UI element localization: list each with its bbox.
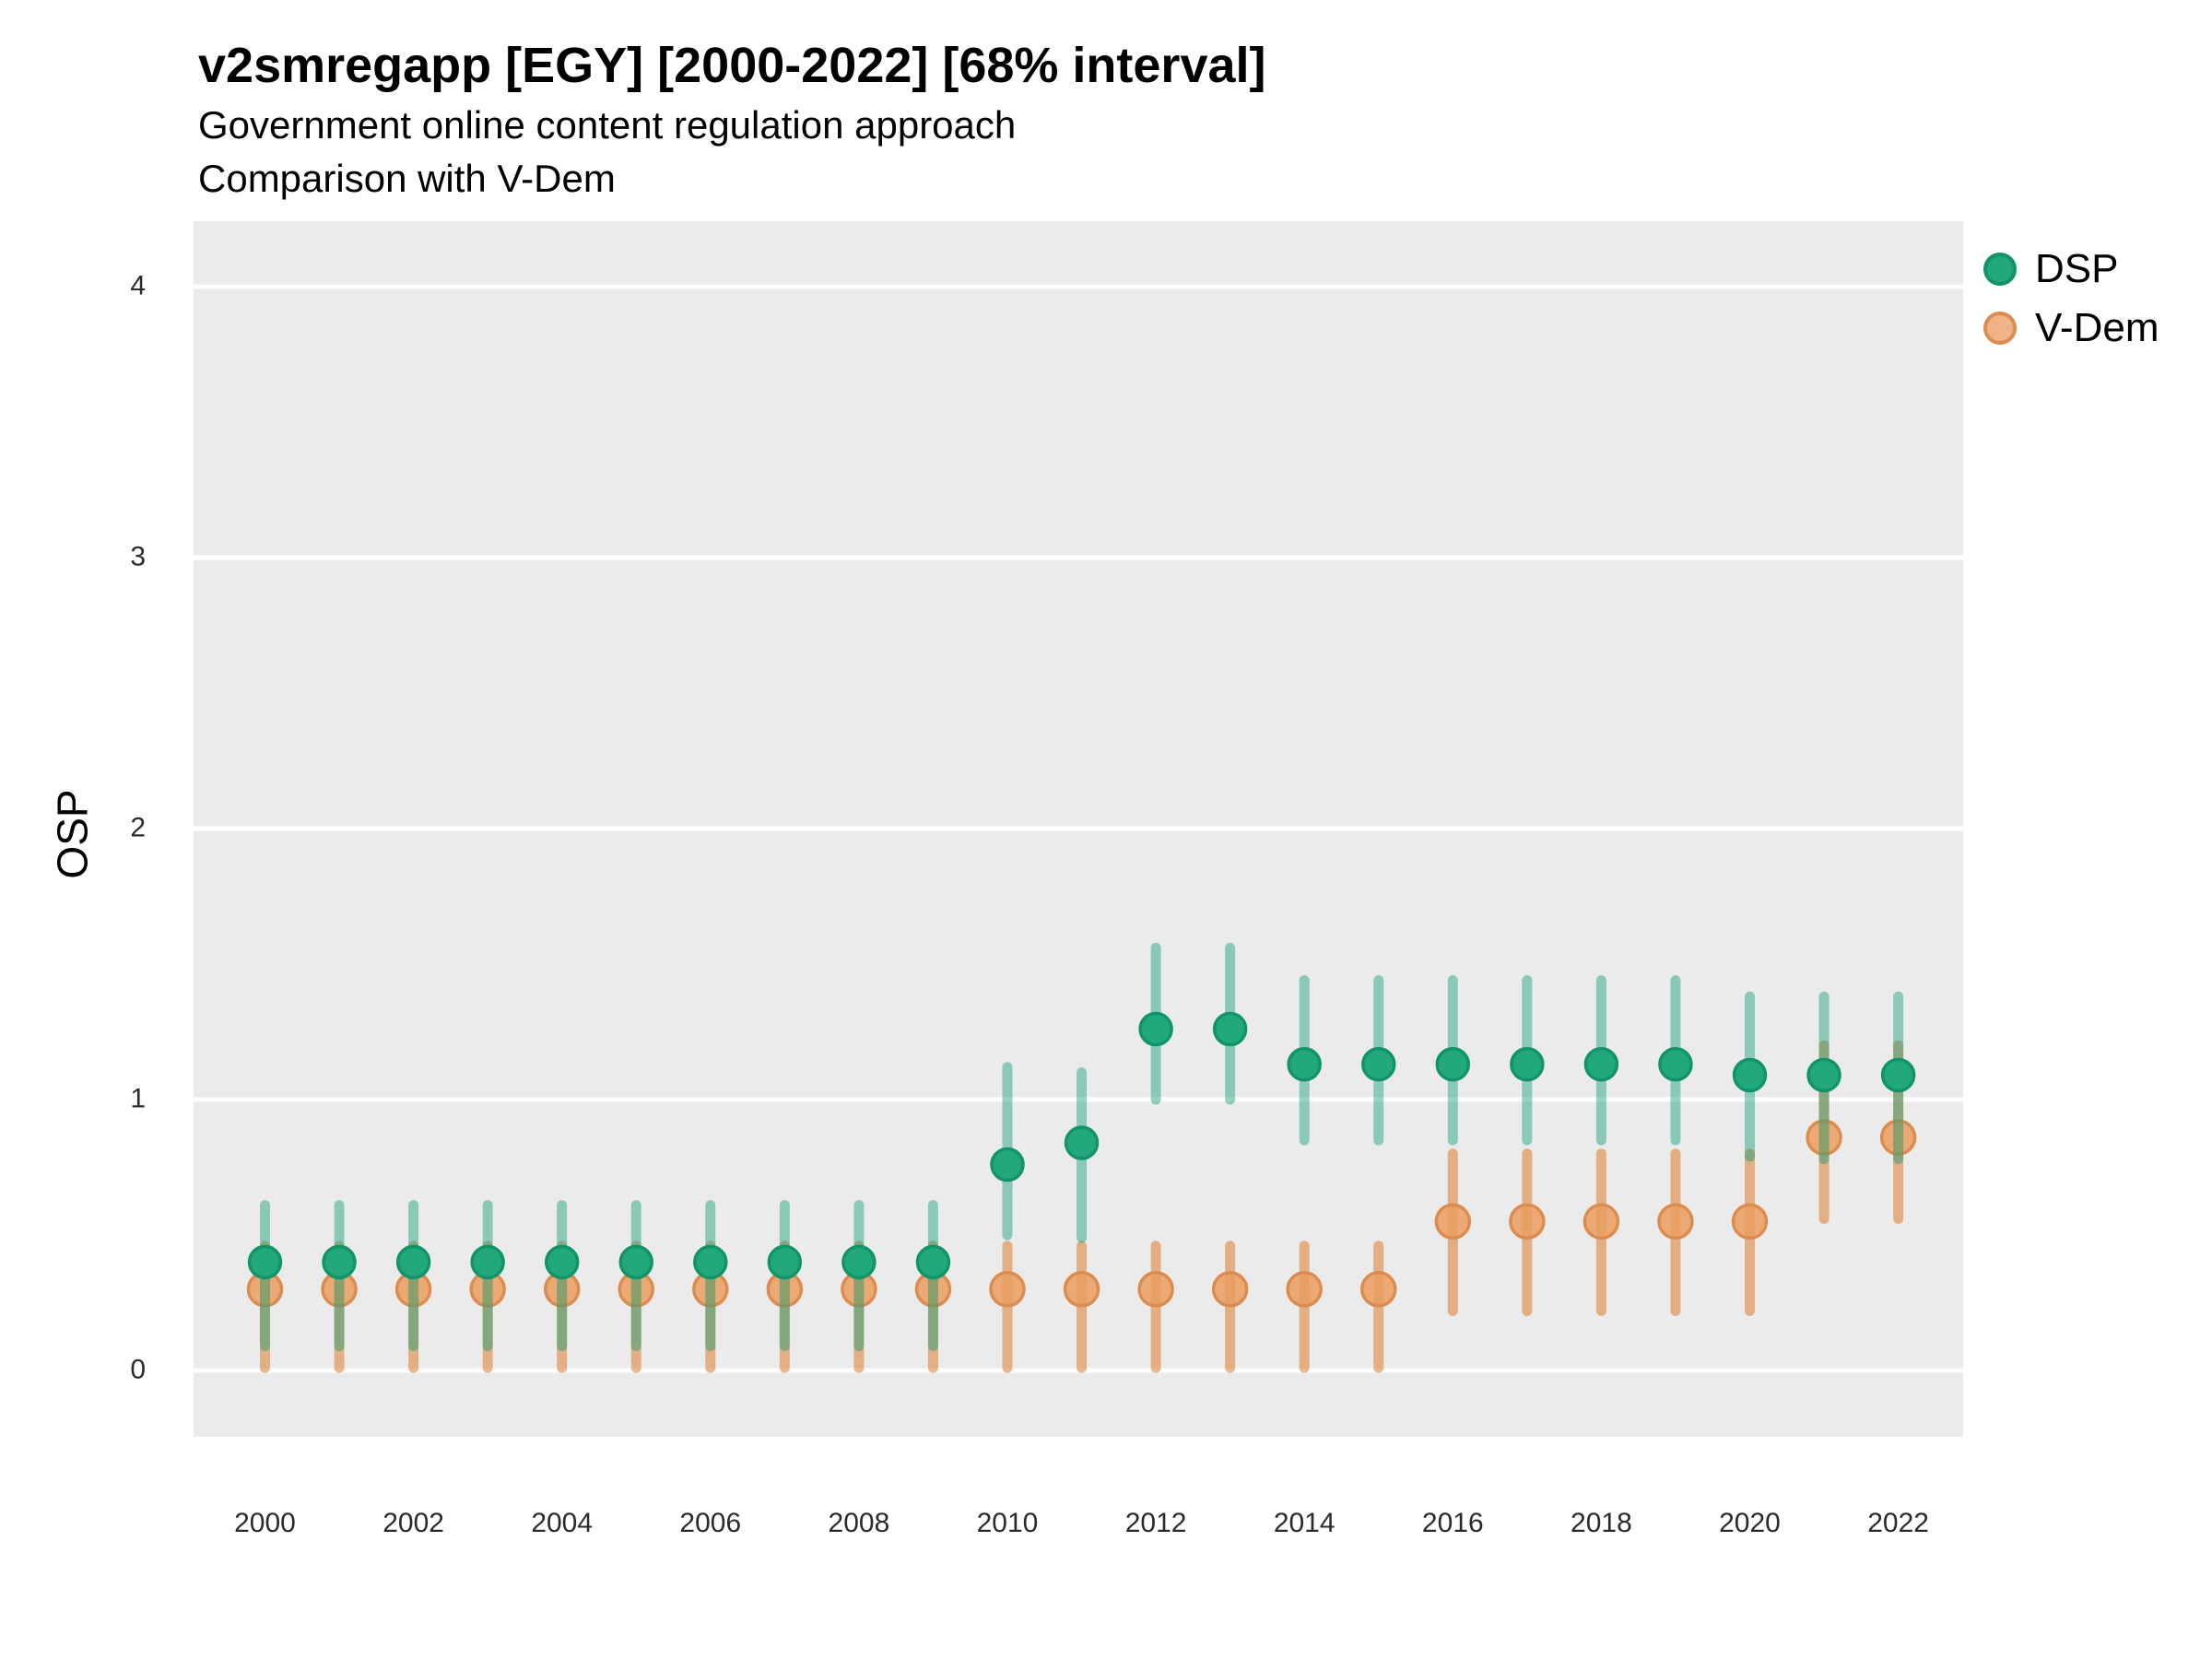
x-tick-label-2006: 2006 — [679, 1508, 742, 1538]
x-tick-label-2016: 2016 — [1421, 1508, 1484, 1538]
dsp-point — [1806, 1057, 1841, 1093]
dsp-point — [247, 1244, 283, 1280]
dsp-point — [544, 1244, 580, 1280]
dsp-point — [1583, 1047, 1619, 1082]
x-tick-label-2020: 2020 — [1719, 1508, 1781, 1538]
dsp-point — [1658, 1047, 1693, 1082]
dsp-point — [322, 1244, 357, 1280]
dsp-point — [1361, 1047, 1396, 1082]
legend-label-vdem: V-Dem — [2035, 305, 2159, 350]
vdem-point — [1583, 1203, 1620, 1241]
dsp-point — [1732, 1057, 1768, 1093]
y-tick-label-2: 2 — [130, 812, 146, 843]
dsp-point — [1287, 1047, 1322, 1082]
legend-item-vdem: V-Dem — [1983, 305, 2159, 350]
dsp-point — [1435, 1047, 1471, 1082]
legend-label-dsp: DSP — [2035, 246, 2119, 291]
y-tick-label-1: 1 — [130, 1083, 146, 1114]
vdem-legend-marker-icon — [1983, 312, 2017, 345]
dsp-point — [1510, 1047, 1545, 1082]
dsp-point — [470, 1244, 505, 1280]
vdem-point — [1360, 1271, 1397, 1308]
legend: DSP V-Dem — [1983, 246, 2159, 350]
dsp-point — [618, 1244, 653, 1280]
x-tick-label-2002: 2002 — [382, 1508, 444, 1538]
dsp-point — [1138, 1011, 1173, 1047]
y-tick-label-3: 3 — [130, 541, 146, 572]
vdem-point — [1286, 1271, 1323, 1308]
legend-item-dsp: DSP — [1983, 246, 2159, 291]
vdem-point — [1806, 1119, 1842, 1156]
x-tick-label-2010: 2010 — [976, 1508, 1039, 1538]
vdem-point — [1657, 1203, 1694, 1241]
vdem-point — [1063, 1271, 1100, 1308]
y-tick-label-4: 4 — [130, 270, 146, 301]
chart-subtitle-comparison: Comparison with V-Dem — [198, 157, 616, 200]
x-tick-label-2022: 2022 — [1867, 1508, 1929, 1538]
dsp-point — [915, 1244, 951, 1280]
x-tick-label-2014: 2014 — [1273, 1508, 1335, 1538]
vdem-point — [1137, 1271, 1174, 1308]
vdem-point — [1879, 1119, 1917, 1156]
x-tick-label-2012: 2012 — [1124, 1508, 1187, 1538]
vdem-point — [1211, 1271, 1249, 1308]
y-tick-label-0: 0 — [130, 1354, 146, 1385]
vdem-point — [1434, 1203, 1472, 1241]
dsp-point — [990, 1147, 1025, 1182]
dsp-point — [841, 1244, 877, 1280]
plot-panel — [194, 221, 1963, 1437]
x-tick-label-2008: 2008 — [828, 1508, 890, 1538]
x-tick-label-2004: 2004 — [531, 1508, 594, 1538]
dsp-point — [767, 1244, 803, 1280]
dsp-point — [1064, 1125, 1100, 1160]
x-tick-label-2018: 2018 — [1571, 1508, 1632, 1538]
chart-title: v2smregapp [EGY] [2000-2022] [68% interv… — [198, 38, 1266, 93]
x-tick-label-2000: 2000 — [234, 1508, 296, 1538]
dsp-point — [693, 1244, 728, 1280]
plot-svg — [194, 284, 1963, 1373]
vdem-point — [1509, 1203, 1546, 1241]
vdem-point — [989, 1271, 1026, 1308]
chart-subtitle: Government online content regulation app… — [198, 103, 1017, 147]
vdem-point — [1731, 1203, 1769, 1241]
dsp-point — [1880, 1057, 1916, 1093]
dsp-point — [1212, 1011, 1248, 1047]
dsp-point — [395, 1244, 431, 1280]
dsp-legend-marker-icon — [1983, 253, 2017, 286]
